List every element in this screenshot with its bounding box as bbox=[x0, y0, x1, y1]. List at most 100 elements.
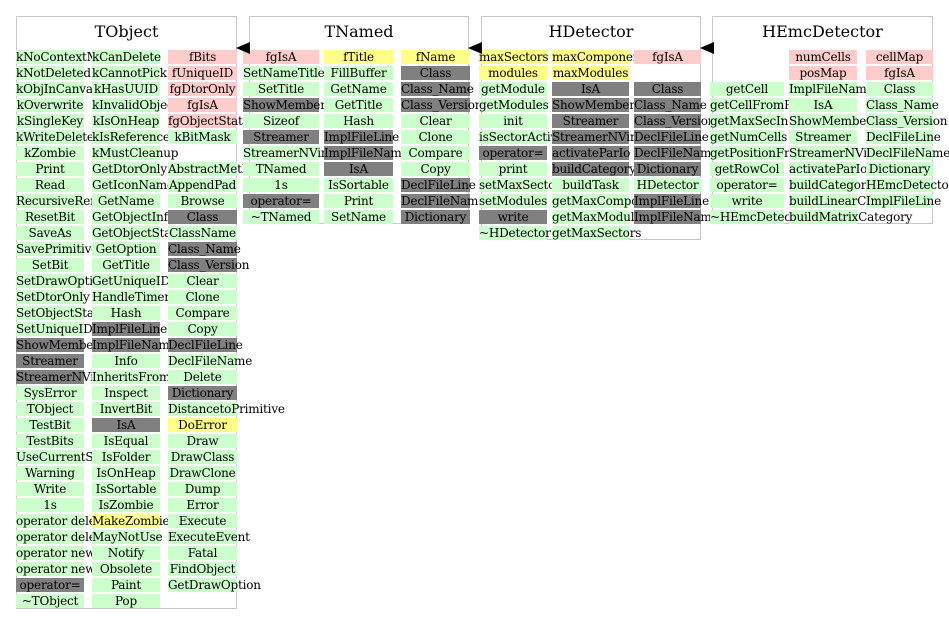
member-tobject-c1-r23: IsA bbox=[92, 418, 160, 432]
member-tobject-c0-r5: kWriteDelete bbox=[16, 130, 94, 144]
member-tobject-c0-r22: TObject bbox=[16, 402, 84, 416]
member-tnamed-c1-r1: FillBuffer bbox=[324, 66, 393, 80]
member-hdetector-c1-r1: maxModules bbox=[552, 66, 629, 80]
member-tobject-c1-r10: GetObjectInfo bbox=[92, 210, 175, 224]
member-tobject-c0-r32: operator new[] bbox=[16, 562, 105, 576]
member-hemcdetector-c2-r9: ImplFileLine bbox=[866, 194, 941, 208]
member-tobject-c1-r31: Notify bbox=[92, 546, 160, 560]
member-tobject-c1-r28: IsZombie bbox=[92, 498, 160, 512]
member-hemcdetector-c2-r4: Class_Version bbox=[866, 114, 948, 128]
member-tobject-c0-r15: SetDtorOnly bbox=[16, 290, 90, 304]
member-tnamed-c0-r2: SetTitle bbox=[243, 82, 319, 96]
member-hdetector-c0-r6: operator= bbox=[479, 146, 547, 160]
member-tobject-c0-r8: Read bbox=[16, 178, 84, 192]
inherit-arrow-hemcdetector-to-hdetector bbox=[700, 42, 714, 54]
member-tnamed-c1-r9: Print bbox=[324, 194, 393, 208]
member-tobject-c0-r6: kZombie bbox=[16, 146, 84, 160]
member-tobject-c1-r26: IsOnHeap bbox=[92, 466, 160, 480]
member-tobject-c0-r18: ShowMembers bbox=[16, 338, 105, 352]
member-hemcdetector-c2-r6: DeclFileName bbox=[866, 146, 949, 160]
member-tobject-c2-r15: Clone bbox=[168, 290, 237, 304]
member-tnamed-c2-r4: Clear bbox=[401, 114, 470, 128]
member-tnamed-c0-r7: TNamed bbox=[243, 162, 319, 176]
member-hdetector-c0-r7: print bbox=[479, 162, 547, 176]
member-hdetector-c1-r3: ShowMembers bbox=[552, 98, 641, 112]
member-hemcdetector-c2-r3: Class_Name bbox=[866, 98, 939, 112]
member-tobject-c2-r29: Execute bbox=[168, 514, 237, 528]
member-hemcdetector-c1-r8: buildCategory bbox=[789, 178, 873, 192]
member-tobject-c2-r10: Class bbox=[168, 210, 237, 224]
member-tnamed-c2-r5: Clone bbox=[401, 130, 470, 144]
member-hdetector-c1-r10: getMaxModules bbox=[552, 210, 648, 224]
member-tobject-c1-r0: kCanDelete bbox=[92, 50, 161, 64]
member-tnamed-c2-r2: Class_Name bbox=[401, 82, 474, 96]
member-tobject-c0-r3: kOverwrite bbox=[16, 98, 84, 112]
member-tobject-c1-r5: kIsReferenced bbox=[92, 130, 178, 144]
member-hdetector-c2-r3: Class_Name bbox=[634, 98, 707, 112]
member-tnamed-c0-r1: SetNameTitle bbox=[243, 66, 325, 80]
member-hdetector-c0-r11: ~HDetector bbox=[479, 226, 551, 240]
member-tobject-c1-r15: HandleTimer bbox=[92, 290, 170, 304]
member-tobject-c2-r18: DeclFileLine bbox=[168, 338, 243, 352]
inherit-arrow-hdetector-to-tnamed bbox=[468, 42, 482, 54]
member-hemcdetector-c2-r5: DeclFileLine bbox=[866, 130, 941, 144]
member-tnamed-c1-r7: IsA bbox=[324, 162, 393, 176]
member-hemcdetector-c2-r7: Dictionary bbox=[866, 162, 933, 176]
member-tobject-c1-r32: Obsolete bbox=[92, 562, 160, 576]
member-tobject-c2-r12: Class_Name bbox=[168, 242, 241, 256]
member-tobject-c1-r19: Info bbox=[92, 354, 160, 368]
member-tobject-c0-r10: ResetBit bbox=[16, 210, 84, 224]
member-tobject-c2-r8: AppendPad bbox=[168, 178, 237, 192]
member-hemcdetector-c2-r1: fgIsA bbox=[866, 66, 933, 80]
member-hdetector-c2-r2: Class bbox=[634, 82, 701, 96]
member-tnamed-c1-r2: GetName bbox=[324, 82, 393, 96]
member-tnamed-c1-r10: SetName bbox=[324, 210, 393, 224]
member-tobject-c1-r29: MakeZombie bbox=[92, 514, 170, 528]
member-tobject-c1-r22: InvertBit bbox=[92, 402, 160, 416]
member-hdetector-c2-r6: DeclFileName bbox=[634, 146, 719, 160]
member-tnamed-c2-r0: fName bbox=[401, 50, 470, 64]
member-hdetector-c2-r7: Dictionary bbox=[634, 162, 701, 176]
member-tobject-c1-r14: GetUniqueID bbox=[92, 274, 170, 288]
member-tnamed-c2-r6: Compare bbox=[401, 146, 470, 160]
member-tnamed-c0-r0: fgIsA bbox=[243, 50, 319, 64]
member-tobject-c1-r25: IsFolder bbox=[92, 450, 160, 464]
member-hdetector-c2-r4: Class_Version bbox=[634, 114, 716, 128]
member-tobject-c1-r6: kMustCleanup bbox=[92, 146, 179, 160]
member-hdetector-c2-r8: HDetector bbox=[634, 178, 701, 192]
member-hdetector-c0-r0: maxSectors bbox=[479, 50, 549, 64]
member-tobject-c1-r34: Pop bbox=[92, 594, 160, 608]
member-tobject-c0-r31: operator new bbox=[16, 546, 96, 560]
member-tobject-c1-r9: GetName bbox=[92, 194, 160, 208]
member-hdetector-c1-r7: buildCategory bbox=[552, 162, 636, 176]
member-hdetector-c2-r9: ImplFileLine bbox=[634, 194, 709, 208]
member-tobject-c0-r4: kSingleKey bbox=[16, 114, 84, 128]
member-tnamed-c2-r9: DeclFileName bbox=[401, 194, 486, 208]
member-tobject-c2-r19: DeclFileName bbox=[168, 354, 253, 368]
member-hdetector-extra: IsA bbox=[552, 82, 629, 96]
member-tnamed-c2-r8: DeclFileLine bbox=[401, 178, 476, 192]
member-tobject-c0-r26: Warning bbox=[16, 466, 84, 480]
member-tobject-c1-r13: GetTitle bbox=[92, 258, 160, 272]
member-hdetector-c2-r0: fgIsA bbox=[634, 50, 701, 64]
member-tobject-c0-r17: SetUniqueID bbox=[16, 322, 93, 336]
member-tobject-c1-r8: GetIconName bbox=[92, 178, 174, 192]
member-tnamed-c2-r3: Class_Version bbox=[401, 98, 483, 112]
member-tobject-c1-r11: GetObjectStat bbox=[92, 226, 176, 240]
member-tobject-c1-r7: GetDtorOnly bbox=[92, 162, 167, 176]
member-hemcdetector-c2-r2: Class bbox=[866, 82, 933, 96]
member-tobject-c1-r17: ImplFileLine bbox=[92, 322, 167, 336]
member-hemcdetector-c1-r2: ImplFileName bbox=[789, 82, 874, 96]
member-hemcdetector-c1-r5: Streamer bbox=[789, 130, 857, 144]
inherit-arrow-tnamed-to-tobject bbox=[236, 42, 250, 54]
member-tobject-c1-r4: kIsOnHeap bbox=[92, 114, 160, 128]
member-tnamed-c0-r5: Streamer bbox=[243, 130, 319, 144]
member-tobject-c2-r17: Copy bbox=[168, 322, 237, 336]
member-tnamed-c0-r8: 1s bbox=[243, 178, 319, 192]
member-hemcdetector-c0-r2: getCell bbox=[710, 82, 784, 96]
member-tobject-c0-r19: Streamer bbox=[16, 354, 84, 368]
member-tobject-c2-r5: kBitMask bbox=[168, 130, 237, 144]
member-tobject-c0-r13: SetBit bbox=[16, 258, 84, 272]
member-tnamed-c0-r9: operator= bbox=[243, 194, 319, 208]
member-hemcdetector-c1-r4: ShowMembers bbox=[789, 114, 878, 128]
